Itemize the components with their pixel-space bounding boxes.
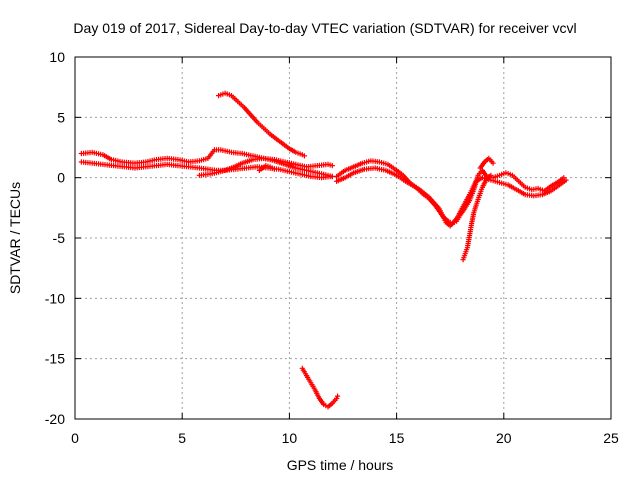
x-tick-label: 20 [496,430,512,446]
series-descending-arc [216,90,307,159]
series-afternoon-lower [334,165,569,229]
data-point [563,177,569,183]
y-axis-label: SDTVAR / TECUs [7,182,23,294]
series-upward-spike [477,155,496,171]
x-tick-label: 15 [389,430,405,446]
data-point [490,160,496,166]
x-tick-label: 0 [71,430,79,446]
data-point [329,163,335,169]
y-tick-label: -5 [53,230,66,246]
series-early-lower [78,159,335,181]
axis-ticks [74,56,612,420]
x-tick-label: 10 [282,430,298,446]
tick-labels: 0 5 10 15 20 25 -20 -15 -10 -5 0 5 10 [45,49,619,446]
series-mid-bump [256,163,277,173]
data-point [271,166,277,172]
data-point [301,153,307,159]
data-point [488,172,494,178]
x-tick-label: 5 [178,430,186,446]
series-hook-rise [460,172,494,263]
x-tick-label: 25 [603,430,619,446]
grid-lines [75,57,611,419]
series-mid-lower [196,155,335,180]
y-tick-label: -10 [45,290,65,306]
y-tick-label: 0 [57,170,65,186]
chart-title: Day 019 of 2017, Sidereal Day-to-day VTE… [73,20,576,36]
data-point [334,395,340,402]
y-tick-label: -20 [45,411,65,427]
series-outlier-dip [299,365,341,410]
data-points [78,90,569,410]
y-tick-label: -15 [45,351,65,367]
data-point [335,393,341,399]
y-tick-label: 10 [49,49,65,65]
y-tick-label: 5 [57,109,65,125]
x-axis-label: GPS time / hours [287,457,394,473]
